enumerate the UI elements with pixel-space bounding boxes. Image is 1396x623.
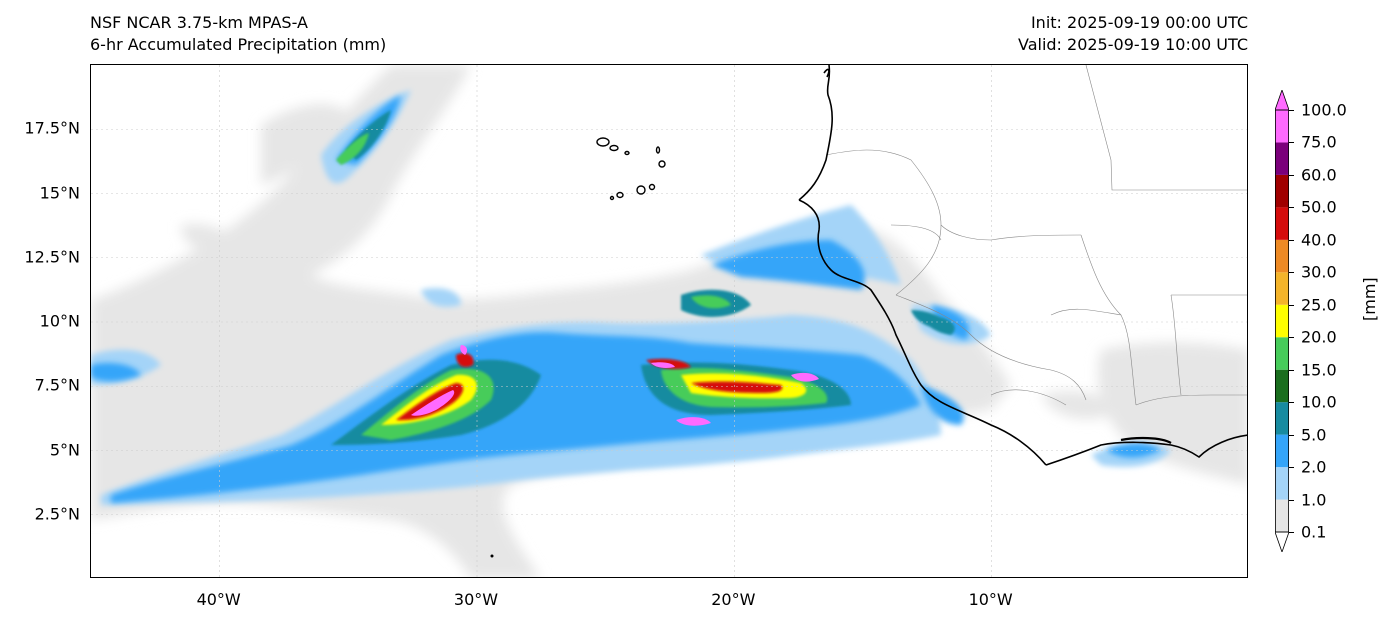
colorbar-bin — [1275, 337, 1289, 370]
colorbar-level-label: 60.0 — [1301, 165, 1337, 185]
colorbar-tick — [1289, 272, 1294, 274]
colorbar-extend-max — [1275, 90, 1289, 111]
colorbar-bin — [1275, 207, 1289, 240]
colorbar-tick — [1289, 110, 1294, 111]
colorbar-level-label: 10.0 — [1301, 392, 1337, 412]
small-island — [490, 554, 494, 558]
colorbar-level-label: 30.0 — [1301, 262, 1337, 282]
colorbar-bin — [1275, 499, 1289, 532]
lat-tick-label: 15°N — [39, 183, 80, 202]
colorbar-extend-min — [1275, 531, 1289, 552]
lat-tick-label: 2.5°N — [34, 504, 80, 524]
map-gridlines — [91, 65, 1247, 577]
lon-tick-label: 30°W — [453, 590, 499, 609]
colorbar — [1275, 90, 1289, 552]
colorbar-bin — [1275, 174, 1289, 208]
colorbar-tick — [1289, 467, 1294, 469]
lat-tick-label: 12.5°N — [24, 247, 80, 267]
precipitation-map — [90, 64, 1248, 578]
lat-tick-label: 5°N — [49, 440, 80, 459]
colorbar-tick — [1289, 532, 1294, 533]
lon-tick-label: 20°W — [711, 590, 756, 609]
colorbar-outline — [1275, 109, 1289, 533]
lat-tick-label: 10°N — [39, 311, 80, 331]
cape-verde-islands — [596, 137, 666, 201]
colorbar-level-label: 1.0 — [1301, 490, 1327, 510]
colorbar-level-label: 40.0 — [1301, 230, 1337, 250]
init-time: Init: 2025-09-19 00:00 UTC — [1030, 13, 1248, 32]
colorbar-bin — [1275, 142, 1289, 175]
colorbar-bin — [1275, 272, 1289, 305]
colorbar-tick — [1289, 142, 1294, 144]
colorbar-tick — [1289, 402, 1294, 404]
colorbar-level-label: 75.0 — [1301, 132, 1337, 152]
colorbar-level-label: 20.0 — [1301, 327, 1337, 347]
colorbar-bin — [1275, 110, 1289, 143]
coastline — [798, 65, 1247, 466]
colorbar-tick — [1289, 499, 1294, 501]
colorbar-bin — [1275, 402, 1289, 435]
colorbar-bin — [1275, 467, 1289, 500]
colorbar-tick — [1289, 207, 1294, 209]
colorbar-tick — [1289, 369, 1294, 371]
time-block: Init: 2025-09-19 00:00 UTC Valid: 2025-0… — [1018, 12, 1248, 56]
country-borders — [825, 65, 1247, 406]
colorbar-level-label: 100.0 — [1301, 100, 1347, 120]
colorbar-level-label: 50.0 — [1301, 197, 1337, 217]
colorbar-tick — [1289, 239, 1294, 241]
colorbar-bin — [1275, 434, 1289, 468]
colorbar-level-label: 0.1 — [1301, 522, 1327, 542]
model-title: NSF NCAR 3.75-km MPAS-A — [90, 13, 308, 32]
colorbar-tick — [1289, 304, 1294, 306]
colorbar-bin — [1275, 239, 1289, 273]
lat-tick-label: 7.5°N — [34, 375, 80, 395]
field-title: 6-hr Accumulated Precipitation (mm) — [90, 35, 387, 54]
colorbar-bin — [1275, 369, 1289, 403]
title-block: NSF NCAR 3.75-km MPAS-A 6-hr Accumulated… — [90, 12, 386, 56]
colorbar-level-label: 25.0 — [1301, 295, 1337, 315]
colorbar-tick — [1289, 434, 1294, 436]
lat-tick-label: 17.5°N — [24, 118, 80, 138]
colorbar-bin — [1275, 304, 1289, 338]
lon-tick-label: 40°W — [196, 590, 241, 609]
colorbar-unit-label: [mm] — [1360, 277, 1379, 321]
valid-time: Valid: 2025-09-19 10:00 UTC — [1017, 35, 1248, 54]
precip-0p1mm — [91, 65, 1247, 577]
colorbar-tick — [1289, 174, 1294, 176]
map-canvas — [91, 65, 1247, 577]
precip-100mm — [411, 345, 819, 426]
colorbar-tick — [1289, 337, 1294, 339]
colorbar-level-label: 15.0 — [1301, 360, 1337, 380]
lon-tick-label: 10°W — [968, 590, 1013, 609]
colorbar-level-label: 2.0 — [1301, 457, 1327, 477]
colorbar-level-label: 5.0 — [1301, 425, 1327, 445]
